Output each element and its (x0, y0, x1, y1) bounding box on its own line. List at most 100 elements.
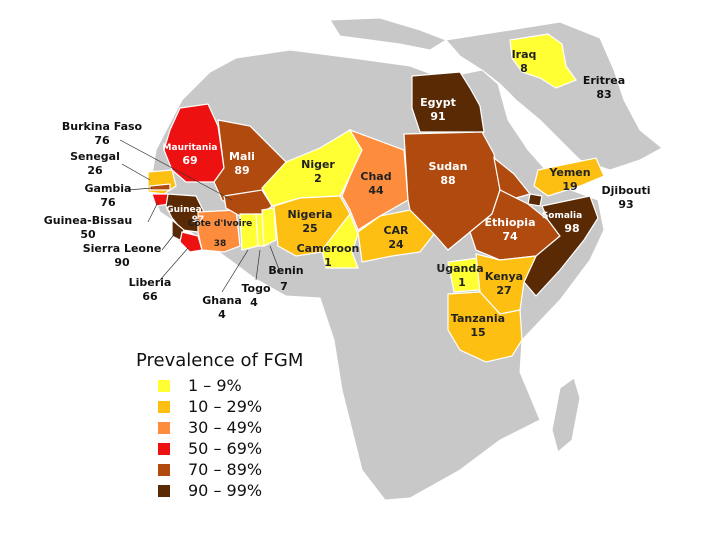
region-yemen (533, 157, 605, 197)
region-benin (261, 207, 277, 247)
label-iraq-name: Iraq (512, 48, 537, 61)
label-chad-value: 44 (368, 184, 384, 197)
label-ethiopia-name: Ethiopia (485, 216, 536, 229)
label-gambia-name: Gambia (85, 182, 132, 195)
label-nigeria-name: Nigeria (288, 208, 333, 221)
leader-ghana (221, 249, 249, 293)
label-yemen-value: 19 (562, 180, 577, 193)
legend-title: Prevalence of FGM (136, 350, 304, 371)
leader-senegal (121, 163, 151, 181)
label-cote-divoire-value: 38 (214, 239, 227, 249)
label-burkina-faso-value: 76 (94, 134, 110, 147)
label-benin-name: Benin (268, 264, 303, 277)
leader-burkina-faso (119, 139, 233, 201)
label-yemen-name: Yemen (548, 166, 590, 179)
legend-swatch (158, 484, 170, 497)
label-sudan-value: 88 (440, 174, 455, 187)
legend-swatch (158, 421, 170, 434)
legend-item: 10 – 29% (136, 396, 336, 417)
label-tanzania-value: 15 (470, 326, 485, 339)
leader-benin (269, 245, 281, 273)
label-burkina-faso-name: Burkina Faso (62, 120, 143, 133)
country-fills (147, 33, 605, 363)
legend-range: 1 – 9% (188, 376, 242, 395)
label-gambia-value: 76 (100, 196, 116, 209)
label-tanzania-name: Tanzania (451, 312, 505, 325)
label-sierra-leone-name: Sierra Leone (83, 242, 162, 255)
label-benin-value: 7 (280, 280, 288, 293)
region-car (357, 209, 435, 263)
legend-swatch (158, 463, 170, 476)
legend-swatch (158, 442, 170, 455)
label-guinea-bissau-name: Guinea-Bissau (44, 214, 132, 227)
label-liberia-name: Liberia (129, 276, 172, 289)
legend-range: 90 – 99% (188, 481, 263, 500)
label-egypt-name: Egypt (420, 96, 456, 109)
legend-range: 30 – 49% (188, 418, 263, 437)
legend-item: 1 – 9% (136, 375, 336, 396)
legend-item: 70 – 89% (136, 459, 336, 480)
label-cameroon-name: Cameroon (297, 242, 360, 255)
leader-sierra-leone (161, 231, 177, 251)
region-eritrea (493, 156, 532, 199)
region-djibouti (527, 193, 543, 207)
region-somalia (523, 195, 599, 297)
label-sierra-leone-value: 90 (114, 256, 130, 269)
label-niger-name: Niger (301, 158, 335, 171)
label-ethiopia-value: 74 (502, 230, 518, 243)
label-guinea-bissau-value: 50 (80, 228, 96, 241)
label-chad-name: Chad (360, 170, 391, 183)
region-guinea (165, 193, 205, 233)
label-guinea-name: Guinea (166, 205, 201, 215)
middle-east-base (445, 21, 663, 171)
label-ghana-value: 4 (218, 308, 226, 321)
label-nigeria-value: 25 (302, 222, 317, 235)
legend-range: 70 – 89% (188, 460, 263, 479)
legend-item: 50 – 69% (136, 438, 336, 459)
region-iraq (509, 33, 577, 89)
label-sudan-name: Sudan (429, 160, 468, 173)
label-togo-value: 4 (250, 296, 258, 309)
region-mauritania (163, 103, 225, 183)
madagascar-base (551, 377, 581, 453)
label-niger-value: 2 (314, 172, 322, 185)
label-kenya-name: Kenya (485, 270, 523, 283)
label-cote-divoire-name: Côte d'Ivoire (188, 218, 253, 229)
label-cameroon-value: 1 (324, 256, 332, 269)
label-mali-value: 89 (234, 164, 249, 177)
region-liberia (179, 231, 203, 253)
label-egypt-value: 91 (430, 110, 445, 123)
label-uganda-name: Uganda (436, 262, 483, 275)
label-ghana-name: Ghana (202, 294, 242, 307)
label-somalia-value: 98 (564, 222, 579, 235)
label-djibouti-name: Djibouti (602, 184, 651, 197)
legend-swatch (158, 400, 170, 413)
legend-range: 10 – 29% (188, 397, 263, 416)
region-cameroon (321, 212, 359, 269)
label-liberia-value: 66 (142, 290, 158, 303)
region-tanzania (447, 291, 523, 363)
label-car-value: 24 (388, 238, 404, 251)
label-djibouti-value: 93 (618, 198, 633, 211)
legend: Prevalence of FGM 1 – 9% 10 – 29% 30 – 4… (136, 350, 336, 501)
legend-range: 50 – 69% (188, 439, 263, 458)
label-senegal-name: Senegal (70, 150, 120, 163)
region-gambia (149, 183, 171, 191)
label-car-name: CAR (383, 224, 409, 237)
leader-liberia (159, 247, 189, 281)
label-uganda-value: 1 (458, 276, 466, 289)
label-senegal-value: 26 (87, 164, 103, 177)
country-labels: Iraq 8 Egypt 91 Eritrea 83 Burkina Faso … (44, 48, 651, 339)
leader-lines (119, 139, 281, 293)
leader-gambia (127, 187, 153, 191)
leader-guinea-bissau (147, 201, 159, 223)
label-mauritania-name: Mauritania (163, 143, 218, 153)
label-somalia-name: Somalia (542, 211, 582, 221)
label-togo-name: Togo (241, 282, 270, 295)
label-mali-name: Mali (229, 150, 255, 163)
region-egypt (411, 71, 485, 133)
label-eritrea-value: 83 (596, 88, 611, 101)
label-mauritania-value: 69 (182, 154, 197, 167)
label-kenya-value: 27 (496, 284, 511, 297)
